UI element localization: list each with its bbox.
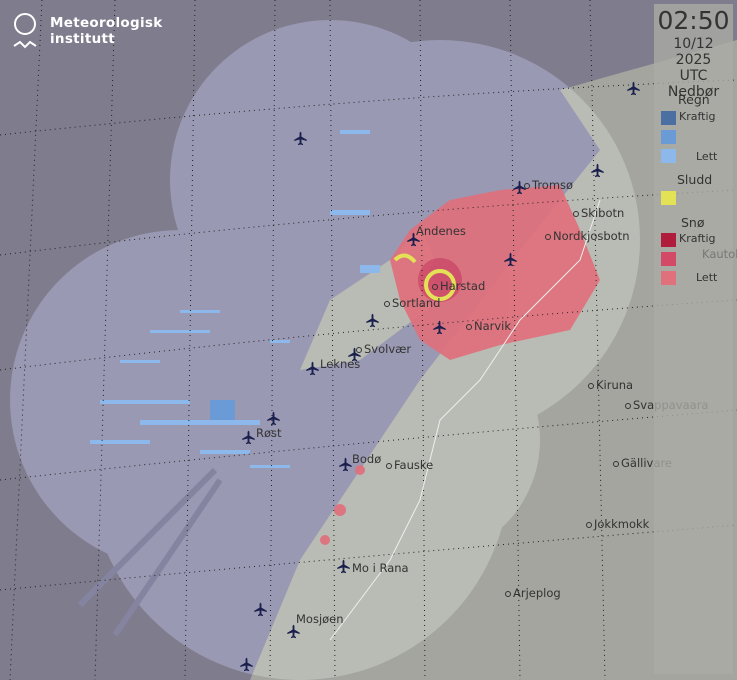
airport-icon <box>365 313 380 328</box>
place-label: Svolvær <box>356 342 411 356</box>
airport-icon <box>626 81 641 96</box>
borders <box>329 199 601 641</box>
rain-medium-swatch <box>661 130 676 144</box>
place-label: Leknes <box>320 357 361 371</box>
airport-icon <box>338 457 353 472</box>
place-label: Tromsø <box>524 178 573 192</box>
met-logo-icon <box>13 13 37 49</box>
sleet-swatch <box>661 191 676 205</box>
legend-time: 02:50 <box>657 6 730 35</box>
rain-light-label: Lett <box>696 150 718 163</box>
rain-heavy-swatch <box>661 111 676 125</box>
snow-medium-swatch <box>661 252 676 266</box>
snow-light-label: Lett <box>696 271 718 284</box>
brand-line-1: Meteorologisk <box>50 15 163 31</box>
precipitation-rain <box>90 130 380 468</box>
place-label: Kautoke <box>702 247 737 261</box>
legend-sleet-label: Sludd <box>677 172 713 187</box>
place-label: Jokkmokk <box>586 517 649 531</box>
place-label: Fauske <box>386 458 433 472</box>
airport-icon <box>590 163 605 178</box>
airport-icon <box>286 624 301 639</box>
snow-heavy-swatch <box>661 233 676 247</box>
place-label: Narvik <box>466 319 511 333</box>
snow-heavy-label: Kraftig <box>679 232 716 245</box>
brand-line-2: institutt <box>50 31 116 47</box>
radar-beam-shadow <box>77 467 223 637</box>
airport-icon <box>253 602 268 617</box>
airport-icon <box>503 252 518 267</box>
place-label: Bodø <box>352 452 382 466</box>
precipitation-legend: 02:50 10/12 2025 UTC Nedbør Regn Kraftig… <box>654 4 733 674</box>
place-label: Nordkjosbotn <box>545 229 629 243</box>
snow-light-swatch <box>661 271 676 285</box>
place-label: Andenes <box>416 224 466 238</box>
place-label: Røst <box>256 426 282 440</box>
rain-heavy-label: Kraftig <box>679 110 716 123</box>
place-label: Harstad <box>432 279 485 293</box>
legend-rain-label: Regn <box>678 92 710 107</box>
airport-icon <box>293 131 308 146</box>
place-label: Arjeplog <box>505 586 561 600</box>
place-label: Kiruna <box>588 378 633 392</box>
airport-icon <box>266 411 281 426</box>
place-label: Mo i Rana <box>352 561 409 575</box>
precipitation-sleet <box>393 253 456 301</box>
airport-icon <box>239 657 254 672</box>
airport-icon <box>241 430 256 445</box>
place-label: Skibotn <box>573 206 624 220</box>
airport-icon <box>305 361 320 376</box>
place-label: Sortland <box>384 296 440 310</box>
airport-icon <box>336 559 351 574</box>
legend-title: Nedbør <box>667 84 720 100</box>
legend-timezone: UTC <box>679 68 708 84</box>
airport-icon <box>432 320 447 335</box>
legend-date: 10/12 2025 <box>673 36 714 68</box>
place-label: Mosjøen <box>296 612 344 626</box>
rain-light-swatch <box>661 149 676 163</box>
legend-snow-label: Snø <box>681 215 705 230</box>
met-logo: Meteorologisk institutt <box>12 12 162 56</box>
